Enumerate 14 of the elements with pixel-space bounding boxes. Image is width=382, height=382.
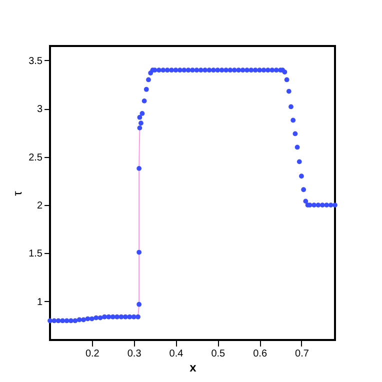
x-tick-label: 0.6: [253, 348, 268, 360]
y-axis-title: τ: [10, 190, 25, 196]
y-tick-label: 2: [36, 200, 43, 212]
x-tick-label: 0.3: [127, 348, 142, 360]
x-tick-label: 0.5: [211, 348, 226, 360]
y-tick-label: 2.5: [28, 152, 43, 164]
y-tick-label: 3: [36, 104, 43, 116]
x-tick-label: 0.2: [85, 348, 100, 360]
y-tick-label: 1: [36, 296, 43, 308]
y-tick-label: 1.5: [28, 248, 43, 260]
x-tick-label: 0.7: [295, 348, 310, 360]
x-tick-label: 0.4: [169, 348, 184, 360]
y-tick-label: 3.5: [28, 56, 43, 67]
x-axis-title: x: [190, 360, 197, 374]
